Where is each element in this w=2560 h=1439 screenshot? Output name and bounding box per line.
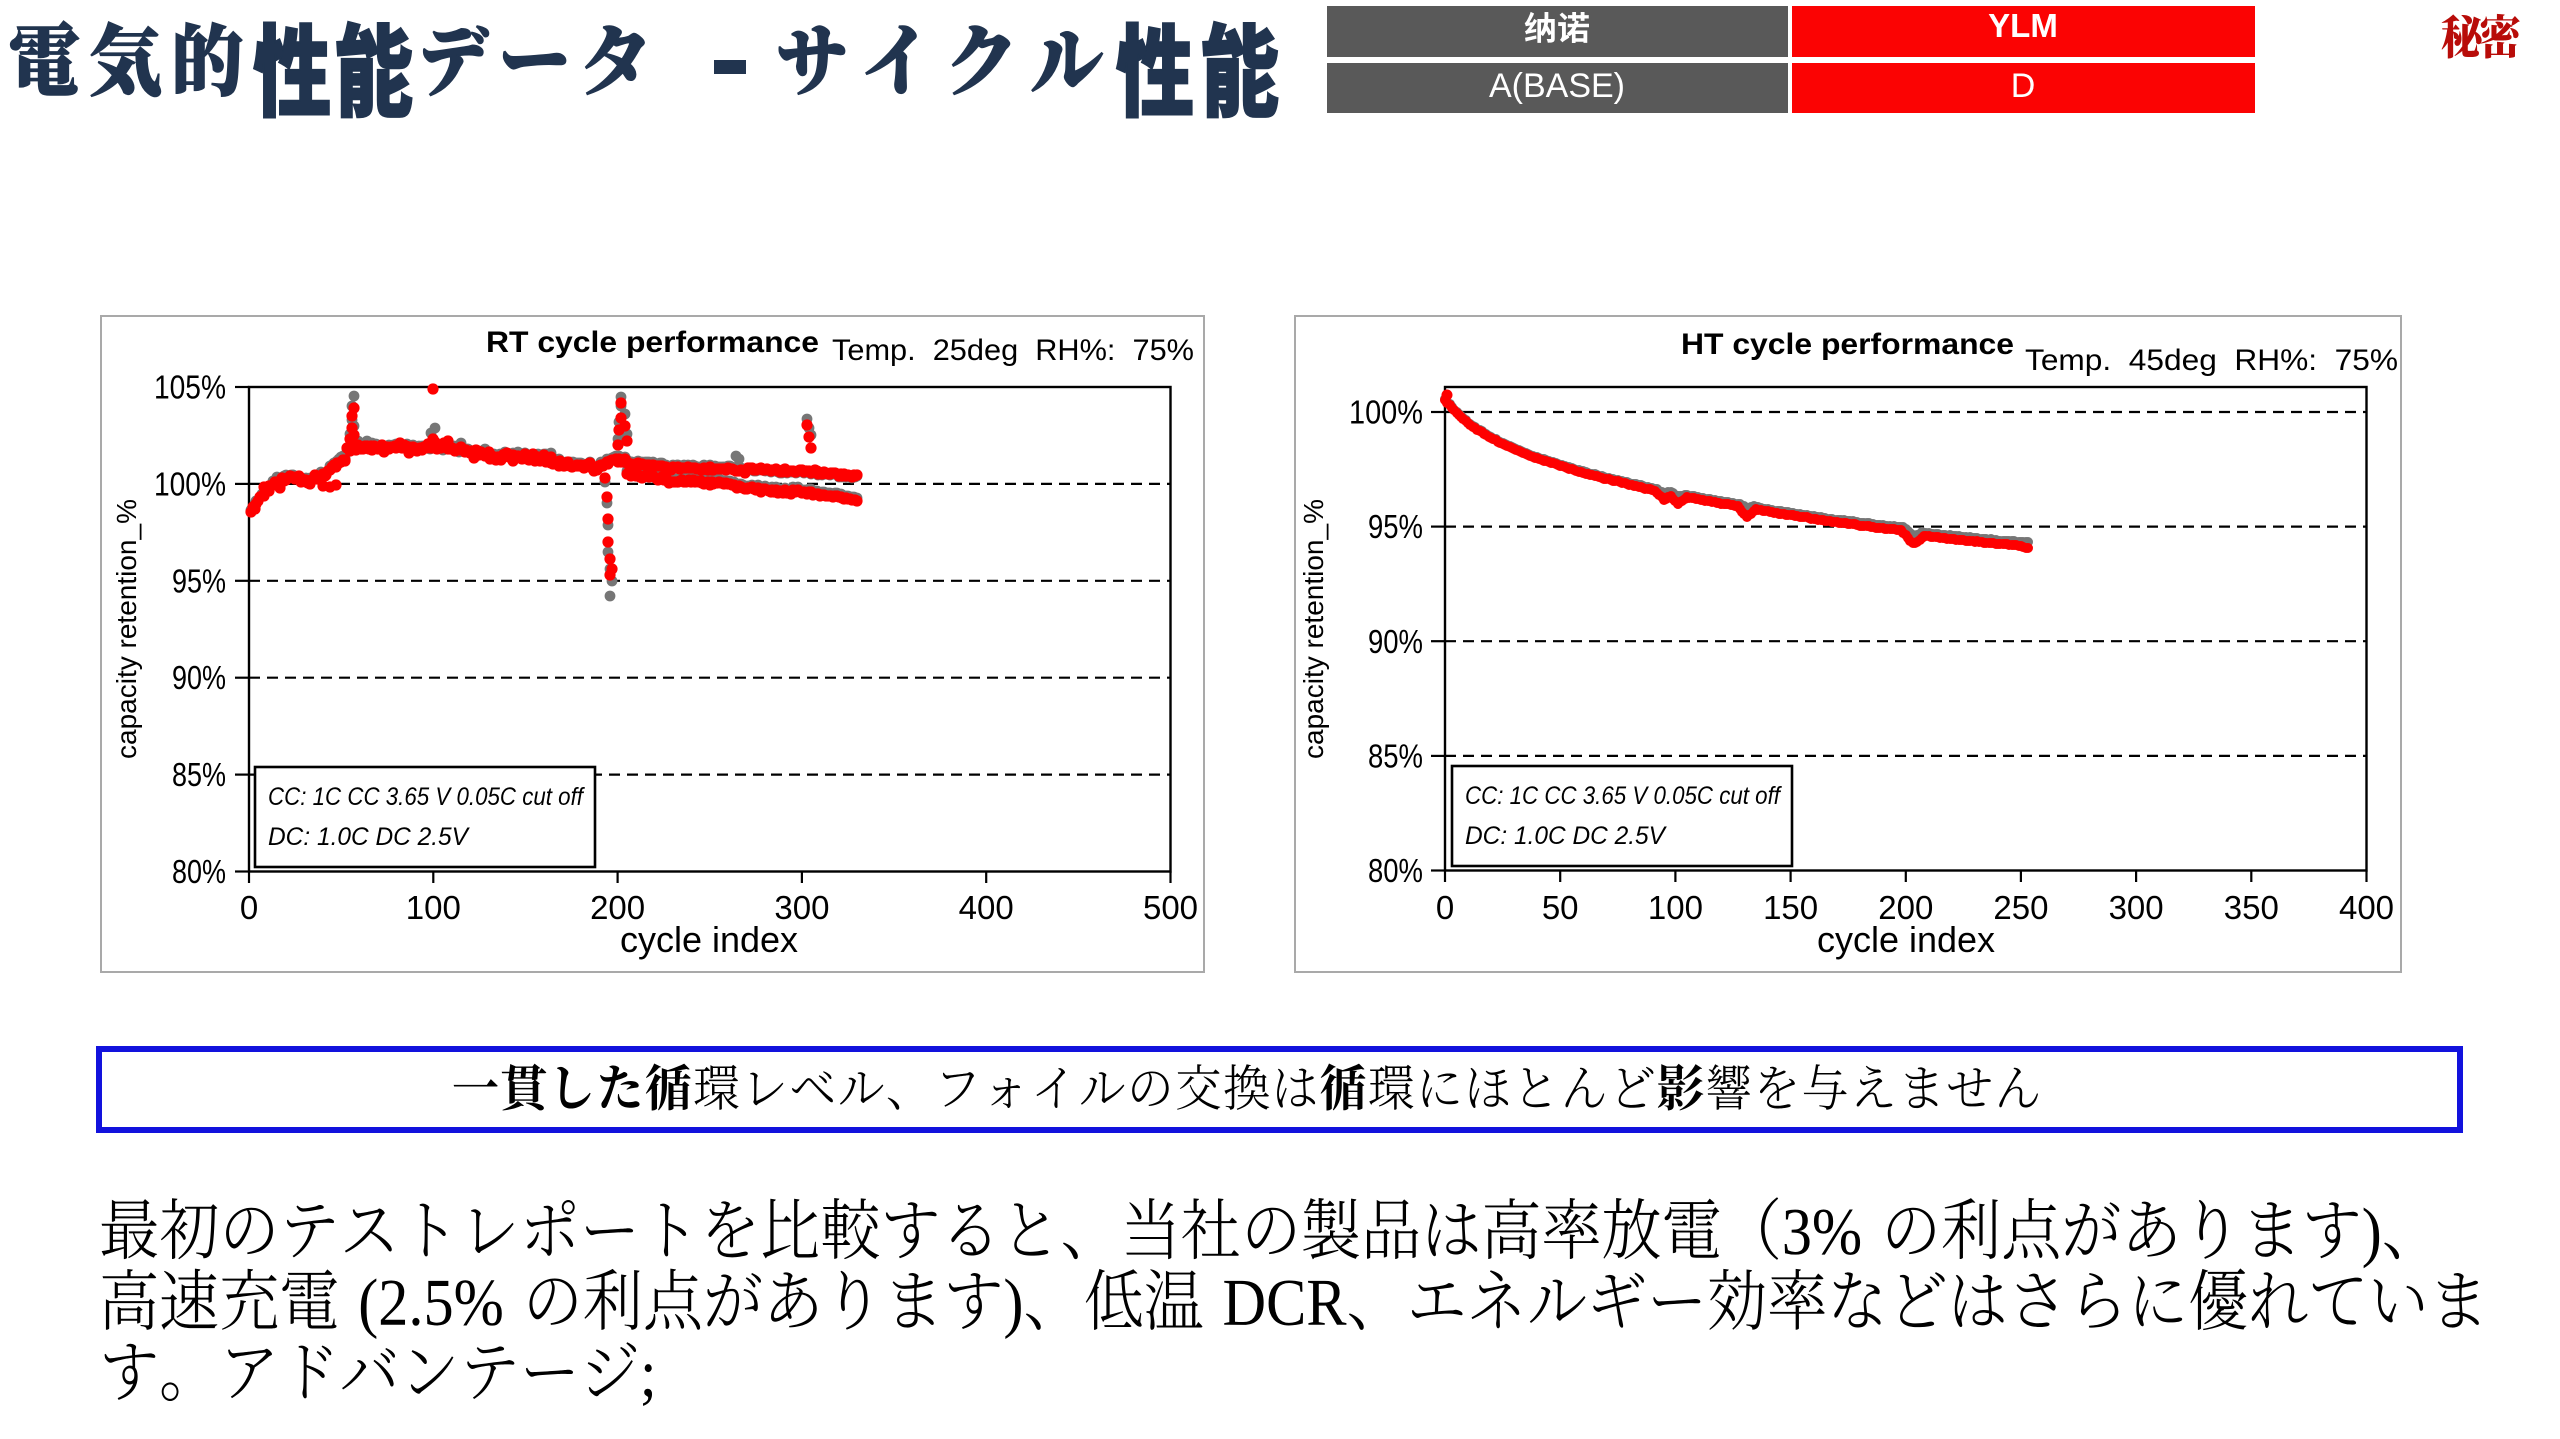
svg-text:85%: 85% xyxy=(1368,737,1423,774)
svg-text:capacity retention_%: capacity retention_% xyxy=(1298,499,1329,759)
svg-text:Temp. 25deg RH%: 75%: Temp. 25deg RH%: 75% xyxy=(832,334,1194,367)
svg-text:capacity retention_%: capacity retention_% xyxy=(111,499,142,759)
svg-text:90%: 90% xyxy=(1368,623,1423,660)
svg-text:80%: 80% xyxy=(1368,852,1423,889)
svg-text:500: 500 xyxy=(1143,889,1198,926)
svg-text:250: 250 xyxy=(1993,889,2048,926)
svg-text:50: 50 xyxy=(1542,889,1579,926)
svg-text:100%: 100% xyxy=(1349,394,1423,431)
svg-text:100%: 100% xyxy=(154,465,226,502)
svg-text:DC: 1.0C DC 2.5V: DC: 1.0C DC 2.5V xyxy=(1465,822,1667,850)
svg-text:YLM: YLM xyxy=(1988,7,2058,44)
svg-text:200: 200 xyxy=(1878,889,1933,926)
svg-text:A(BASE): A(BASE) xyxy=(1489,67,1625,105)
svg-text:0: 0 xyxy=(1436,889,1454,926)
svg-text:300: 300 xyxy=(2109,889,2164,926)
svg-text:100: 100 xyxy=(1648,889,1703,926)
svg-text:Temp. 45deg RH%: 75%: Temp. 45deg RH%: 75% xyxy=(2025,344,2398,377)
svg-text:90%: 90% xyxy=(172,659,226,696)
svg-text:100: 100 xyxy=(406,889,461,926)
svg-text:105%: 105% xyxy=(154,369,226,406)
svg-text:D: D xyxy=(2011,67,2036,105)
svg-text:DC: 1.0C DC 2.5V: DC: 1.0C DC 2.5V xyxy=(268,823,470,851)
svg-text:300: 300 xyxy=(774,889,829,926)
svg-text:95%: 95% xyxy=(1368,508,1423,545)
svg-text:CC: 1C CC 3.65 V 0.05C cut off: CC: 1C CC 3.65 V 0.05C cut off xyxy=(1465,782,1783,810)
svg-text:RT cycle performance: RT cycle performance xyxy=(486,326,819,359)
svg-text:cycle index: cycle index xyxy=(1817,919,1995,960)
svg-text:85%: 85% xyxy=(172,756,226,793)
svg-text:400: 400 xyxy=(2339,889,2394,926)
svg-text:0: 0 xyxy=(240,889,258,926)
svg-text:CC: 1C CC 3.65 V 0.05C cut off: CC: 1C CC 3.65 V 0.05C cut off xyxy=(268,783,586,811)
svg-text:95%: 95% xyxy=(172,562,226,599)
svg-text:400: 400 xyxy=(959,889,1014,926)
svg-text:150: 150 xyxy=(1763,889,1818,926)
svg-text:cycle index: cycle index xyxy=(620,919,798,960)
svg-text:HT cycle performance: HT cycle performance xyxy=(1681,328,2014,361)
svg-text:200: 200 xyxy=(590,889,645,926)
svg-text:350: 350 xyxy=(2224,889,2279,926)
svg-text:80%: 80% xyxy=(172,853,226,890)
